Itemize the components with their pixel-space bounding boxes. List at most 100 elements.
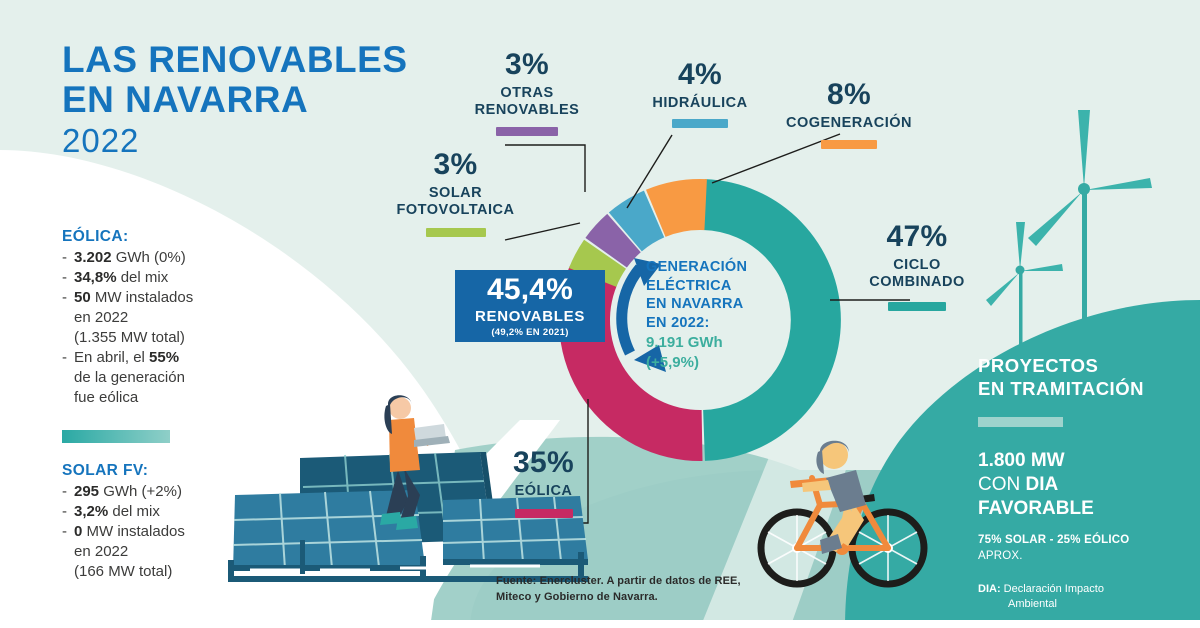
chart-swatch-solar [425, 227, 486, 237]
stats-solar-row-1-text: 295 GWh (+2%) [74, 483, 182, 500]
title-year: 2022 [62, 121, 140, 159]
center-text-line-1: GENERACIÓN [646, 259, 748, 275]
stats-eolica-sub-3: de la generación [74, 368, 185, 386]
center-text-value: 9.191 GWh [646, 334, 723, 352]
title-line-1: LAS RENOVABLES [62, 39, 408, 80]
renewables-badge-label: RENOVABLES [474, 307, 586, 325]
circular-arrow-icon [616, 258, 666, 372]
projects-mw-line-3: FAVORABLE [978, 497, 1094, 519]
projects-panel: PROYECTOS EN TRAMITACIÓN 1.800 MW CON DI… [978, 355, 1183, 612]
projects-mw-dia: DIA [1025, 473, 1059, 495]
slice-otras-renovables [585, 213, 641, 268]
chart-label-hidraulica-pct: 4% [678, 58, 722, 91]
bullet-dash: - [62, 348, 67, 366]
stats-eolica-row-1: - 3.202 GWh (0%) [62, 248, 277, 268]
center-text-delta: (+5,9%) [646, 354, 699, 372]
stats-eolica-row-1-text: 3.202 GWh (0%) [74, 249, 186, 266]
slice-ciclo-combinado [703, 179, 841, 461]
bullet-dash: - [62, 502, 67, 520]
chart-label-hidraulica: 4% HIDRÁULICA [640, 58, 760, 129]
bullet-dash: - [62, 522, 67, 540]
renewables-badge-note: (49,2% EN 2021) [491, 326, 569, 338]
projects-dia-text-1: Declaración Impacto [1003, 583, 1104, 596]
donut-center-text: GENERACIÓN ELÉCTRICA EN NAVARRA EN 2022:… [646, 258, 776, 373]
stats-solar-heading: SOLAR FV: [62, 462, 149, 479]
gradient-divider-bar [62, 429, 170, 443]
stats-eolica-row-3: - 50 MW instalados [62, 288, 277, 308]
projects-mw-line-1: 1.800 MW [978, 450, 1065, 472]
projects-divider-bar [978, 417, 1063, 428]
wind-turbine-icon [986, 110, 1152, 373]
stats-eolica-row-2: - 34,8% del mix [62, 268, 277, 288]
chart-label-eolica-pct: 35% [513, 446, 574, 479]
chart-label-eolica: 35% EÓLICA [496, 446, 591, 519]
chart-swatch-otras [496, 126, 558, 136]
slice-hidraulica [608, 190, 665, 252]
stats-solar-fv: SOLAR FV: - 295 GWh (+2%) - 3,2% del mix… [62, 462, 277, 582]
stats-solar-row-1: - 295 GWh (+2%) [62, 482, 277, 502]
projects-mix-bold: 75% SOLAR - 25% EÓLICO [978, 534, 1130, 547]
source-note: Fuente: Enercluster. A partir de datos d… [496, 574, 796, 606]
stats-solar-row-3-text: 0 MW instalados [74, 522, 185, 540]
chart-label-cogeneracion-name: COGENERACIÓN [785, 115, 913, 131]
leader-solar-fv [504, 222, 581, 241]
stats-eolica-row-4-text: En abril, el 55% [74, 348, 180, 366]
stats-eolica-row-3-text: 50 MW instalados [74, 288, 194, 306]
stats-eolica-sub-1: en 2022 [74, 308, 129, 326]
leader-otras [505, 144, 586, 192]
leader-hidraulica [626, 134, 673, 209]
chart-label-solar-name: SOLAR FOTOVOLTAICA [396, 185, 515, 219]
chart-label-ciclo-name: CICLO COMBINADO [869, 257, 965, 291]
stats-solar-sub-1: en 2022 [74, 542, 129, 560]
projects-mw-line-2: CON DIA [978, 473, 1183, 497]
projects-heading-line-1: PROYECTOS [978, 355, 1099, 376]
teal-hill-panel [845, 300, 1200, 628]
source-line-1: Fuente: Enercluster. A partir de datos d… [496, 575, 741, 587]
stats-solar-row-2-text: 3,2% del mix [74, 502, 160, 520]
stats-eolica-heading: EÓLICA: [62, 228, 129, 245]
projects-dia-text-2: Ambiental [1008, 598, 1057, 611]
chart-swatch-eolica [514, 509, 573, 519]
chart-label-ciclo-combinado: 47% CICLO COMBINADO [852, 222, 982, 311]
projects-heading-line-2: EN TRAMITACIÓN [978, 377, 1144, 399]
chart-label-ciclo-pct: 47% [886, 220, 948, 253]
stats-eolica-sub-2: (1.355 MW total) [74, 328, 185, 346]
cyclist-icon [757, 440, 928, 588]
chart-label-solar-fotovoltaica: 3% SOLAR FOTOVOLTAICA [378, 150, 533, 237]
chart-swatch-ciclo [888, 301, 946, 311]
chart-label-cogeneracion: 8% COGENERACIÓN [774, 78, 924, 150]
center-text-line-4: EN 2022: [646, 314, 710, 331]
chart-label-otras-pct: 3% [505, 48, 549, 81]
page-title: LAS RENOVABLES EN NAVARRA 2022 [62, 40, 482, 161]
center-text-line-2: ELÉCTRICA [646, 277, 732, 294]
slice-solar-fotovoltaica [568, 239, 626, 287]
chart-label-hidraulica-name: HIDRÁULICA [652, 95, 748, 111]
stats-eolica-row-4: - En abril, el 55% [62, 348, 277, 368]
chart-label-otras-renovables: 3% OTRAS RENOVABLES [462, 50, 592, 136]
stats-solar-row-2: - 3,2% del mix [62, 502, 277, 522]
renewables-badge: 45,4% RENOVABLES (49,2% EN 2021) [455, 270, 605, 342]
leader-cogeneracion [711, 133, 841, 184]
projects-mix: 75% SOLAR - 25% EÓLICO APROX. [978, 533, 1183, 565]
chart-label-solar-pct: 3% [433, 148, 478, 181]
center-text-line-3: EN NAVARRA [646, 296, 744, 313]
renewables-badge-percent: 45,4% [486, 272, 574, 306]
chart-swatch-hidraulica [672, 119, 728, 129]
stats-eolica-sub-4: fue eólica [74, 388, 139, 406]
source-line-2: Miteco y Gobierno de Navarra. [496, 590, 658, 603]
projects-mix-aprox: APROX. [978, 550, 1023, 563]
bottom-strip [0, 620, 1200, 628]
chart-label-cogeneracion-pct: 8% [827, 78, 871, 111]
stats-eolica-row-2-text: 34,8% del mix [74, 268, 169, 286]
slice-cogeneracion [646, 179, 707, 237]
projects-mw-con: CON [978, 473, 1026, 495]
projects-dia-label: DIA: [978, 583, 1001, 596]
chart-swatch-cogeneracion [821, 140, 877, 150]
bullet-dash: - [62, 288, 67, 306]
stats-solar-sub-2: (166 MW total) [74, 562, 173, 580]
